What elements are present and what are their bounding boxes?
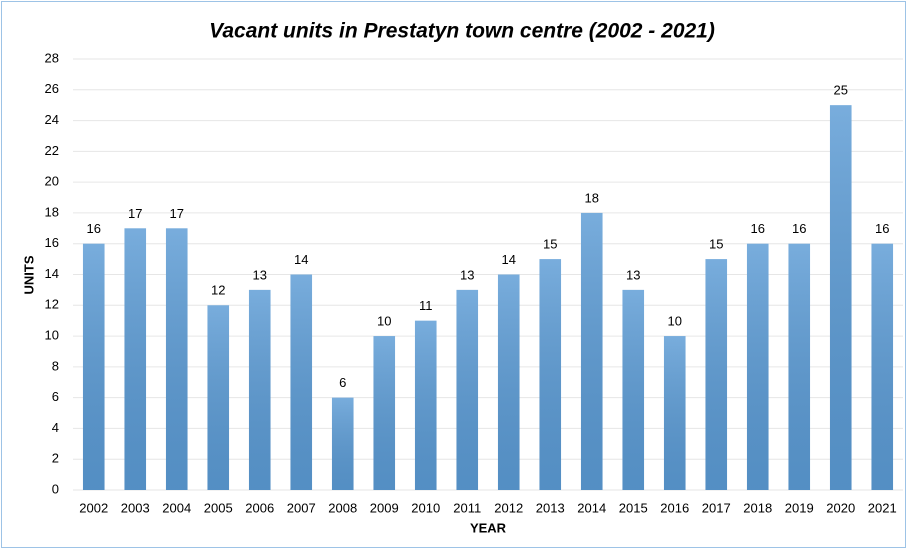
x-tick-label: 2005 bbox=[204, 500, 233, 515]
x-tick-label: 2009 bbox=[370, 500, 399, 515]
bar bbox=[207, 305, 230, 490]
y-tick-label: 28 bbox=[45, 50, 59, 65]
x-tick-label: 2012 bbox=[494, 500, 523, 515]
x-tick-label: 2013 bbox=[536, 500, 565, 515]
data-label: 13 bbox=[253, 267, 267, 282]
y-tick-label: 24 bbox=[45, 112, 59, 127]
y-tick-label: 22 bbox=[45, 143, 59, 158]
data-label: 18 bbox=[585, 190, 599, 205]
y-tick-label: 10 bbox=[45, 328, 59, 343]
bar bbox=[663, 336, 686, 490]
data-label: 12 bbox=[211, 283, 225, 298]
data-label: 6 bbox=[339, 375, 346, 390]
y-tick-label: 6 bbox=[52, 389, 59, 404]
x-tick-label: 2019 bbox=[785, 500, 814, 515]
bar bbox=[746, 243, 769, 490]
x-tick-label: 2006 bbox=[245, 500, 274, 515]
data-label: 13 bbox=[460, 267, 474, 282]
bar bbox=[705, 259, 728, 490]
x-tick-label: 2011 bbox=[453, 500, 481, 515]
bar bbox=[248, 289, 271, 490]
bar bbox=[539, 259, 562, 490]
bar bbox=[290, 274, 313, 490]
data-label: 15 bbox=[543, 237, 557, 252]
bar bbox=[456, 289, 479, 490]
data-label: 15 bbox=[709, 237, 723, 252]
bar bbox=[165, 228, 188, 491]
data-label: 14 bbox=[294, 252, 308, 267]
y-tick-label: 12 bbox=[45, 297, 59, 312]
x-tick-label: 2004 bbox=[162, 500, 191, 515]
bar bbox=[829, 105, 852, 490]
x-tick-label: 2007 bbox=[287, 500, 316, 515]
y-axis-label: UNITS bbox=[21, 255, 36, 294]
x-axis-label: YEAR bbox=[470, 520, 507, 535]
data-label: 10 bbox=[668, 314, 682, 329]
y-tick-label: 16 bbox=[45, 235, 59, 250]
bar bbox=[580, 212, 603, 490]
y-tick-label: 14 bbox=[45, 266, 59, 281]
y-tick-label: 20 bbox=[45, 174, 59, 189]
y-tick-label: 0 bbox=[52, 481, 59, 496]
data-label: 25 bbox=[834, 83, 848, 98]
x-tick-label: 2021 bbox=[868, 500, 897, 515]
y-tick-label: 26 bbox=[45, 81, 59, 96]
x-tick-label: 2020 bbox=[826, 500, 855, 515]
y-tick-label: 4 bbox=[52, 420, 59, 435]
data-label: 16 bbox=[87, 221, 101, 236]
bar bbox=[331, 397, 354, 490]
bar bbox=[373, 336, 396, 490]
bar bbox=[414, 320, 437, 490]
data-label: 17 bbox=[128, 206, 142, 221]
data-label: 16 bbox=[751, 221, 765, 236]
y-tick-label: 18 bbox=[45, 204, 59, 219]
x-tick-label: 2014 bbox=[577, 500, 606, 515]
x-tick-label: 2008 bbox=[328, 500, 357, 515]
x-tick-label: 2018 bbox=[743, 500, 772, 515]
data-label: 16 bbox=[792, 221, 806, 236]
data-label: 10 bbox=[377, 314, 391, 329]
x-tick-label: 2002 bbox=[79, 500, 108, 515]
data-label: 17 bbox=[170, 206, 184, 221]
bar bbox=[871, 243, 894, 490]
y-tick-label: 2 bbox=[52, 451, 59, 466]
y-tick-label: 8 bbox=[52, 358, 59, 373]
x-tick-label: 2015 bbox=[619, 500, 648, 515]
bar bbox=[622, 289, 645, 490]
bar bbox=[497, 274, 520, 490]
data-label: 16 bbox=[875, 221, 889, 236]
data-label: 11 bbox=[419, 298, 433, 313]
chart-title: Vacant units in Prestatyn town centre (2… bbox=[209, 20, 715, 43]
x-tick-label: 2010 bbox=[411, 500, 440, 515]
data-label: 13 bbox=[626, 267, 640, 282]
data-label: 14 bbox=[502, 252, 516, 267]
x-tick-label: 2016 bbox=[660, 500, 689, 515]
bar bbox=[82, 243, 105, 490]
x-tick-label: 2003 bbox=[121, 500, 150, 515]
bar bbox=[788, 243, 811, 490]
x-tick-label: 2017 bbox=[702, 500, 731, 515]
bar bbox=[124, 228, 147, 491]
